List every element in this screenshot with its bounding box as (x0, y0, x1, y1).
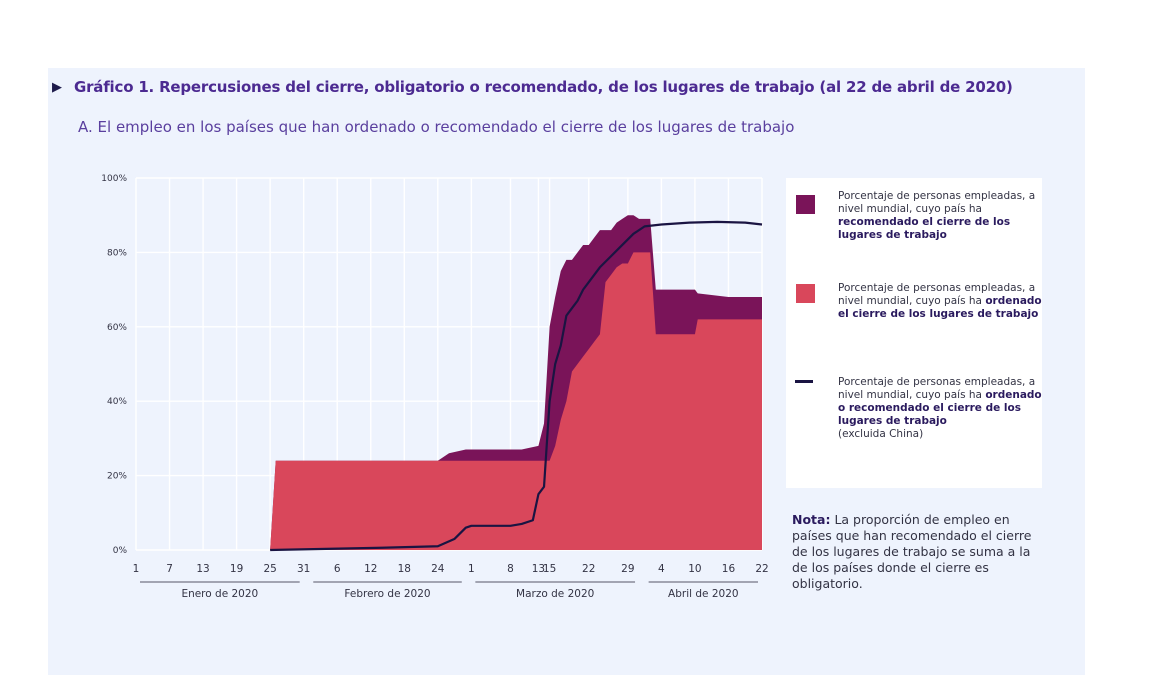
month-label: Abril de 2020 (668, 588, 739, 600)
y-tick-label: 60% (107, 323, 127, 333)
x-tick-label: 24 (431, 563, 445, 575)
month-label: Marzo de 2020 (516, 588, 594, 600)
legend-text: Porcentaje de personas empleadas, a nive… (838, 190, 1036, 215)
y-tick-label: 80% (107, 248, 127, 258)
x-tick-label: 22 (755, 563, 768, 575)
x-tick-label: 13 (196, 563, 209, 575)
x-tick-label: 22 (582, 563, 595, 575)
area-ordered (270, 252, 762, 550)
chart-title: Gráfico 1. Repercusiones del cierre, obl… (74, 78, 1013, 96)
note-text: La proporción de empleo en países que ha… (792, 512, 1032, 591)
lines (270, 220, 763, 552)
y-tick-label: 0% (113, 546, 128, 556)
x-tick-label: 8 (507, 563, 514, 575)
x-tick-label: 1 (133, 563, 140, 575)
x-tick-label: 29 (621, 563, 634, 575)
title-triangle-icon: ▶ (52, 79, 62, 95)
x-tick-label: 31 (297, 563, 310, 575)
note: Nota: La proporción de empleo en países … (792, 512, 1042, 592)
legend-swatch-recommended (796, 195, 815, 214)
x-tick-label: 18 (398, 563, 411, 575)
x-tick-label: 7 (166, 563, 173, 575)
note-label: Nota: (792, 512, 831, 527)
y-tick-label: 20% (107, 472, 127, 482)
month-label: Febrero de 2020 (344, 588, 430, 600)
line-total-excl-china (270, 220, 763, 552)
x-tick-label: 25 (263, 563, 276, 575)
chart-subtitle: A. El empleo en los países que han orden… (78, 118, 795, 136)
x-tick-label: 10 (688, 563, 701, 575)
legend-line-total (795, 380, 813, 383)
y-tick-label: 40% (107, 397, 127, 407)
legend-text-bold: ordenado o recomendado el cierre de los … (838, 389, 1042, 427)
legend-text: Porcentaje de personas empleadas, a nive… (838, 282, 1036, 307)
x-tick-label: 4 (658, 563, 665, 575)
title-row: ▶ Gráfico 1. Repercusiones del cierre, o… (52, 78, 1013, 96)
y-tick-label: 100% (101, 174, 127, 184)
legend-text-after: (excluida China) (838, 428, 924, 440)
x-tick-label: 16 (722, 563, 736, 575)
x-tick-label: 1 (468, 563, 475, 575)
axes: 0%20%40%60%80%100%1 7 13 19 25 31 6 12 18 24 1 8 131… (101, 174, 768, 600)
legend-text-bold: recomendado el cierre de los lugares de … (838, 216, 1011, 241)
x-tick-label: 19 (230, 563, 243, 575)
areas (270, 215, 762, 550)
legend-text-bold: ordenado el cierre de los lugares de tra… (838, 295, 1042, 320)
legend-text: Porcentaje de personas empleadas, a nive… (838, 376, 1036, 401)
x-tick-label: 13 (532, 563, 545, 575)
x-tick-label: 6 (334, 563, 341, 575)
x-tick-label: 15 (543, 563, 556, 575)
legend: Porcentaje de personas empleadas, a nive… (786, 178, 1042, 488)
month-label: Enero de 2020 (181, 588, 258, 600)
x-tick-label: 12 (364, 563, 377, 575)
legend-swatch-ordered (796, 284, 815, 303)
